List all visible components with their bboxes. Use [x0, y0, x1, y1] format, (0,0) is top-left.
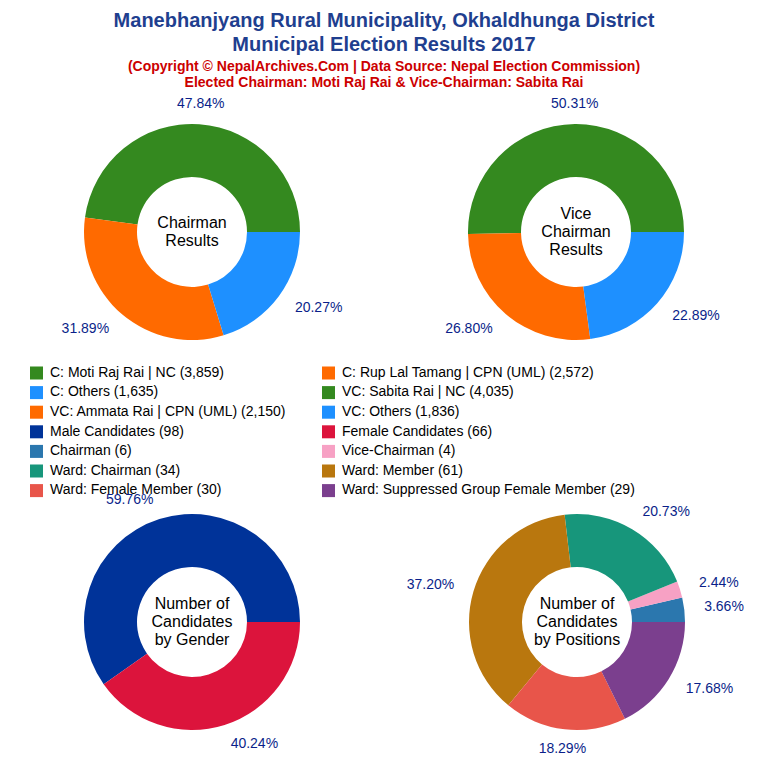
chart-title: Number ofCandidatesby Positions [534, 595, 620, 648]
legend-swatch [30, 484, 43, 497]
data-label: 18.29% [539, 740, 586, 756]
legend-label: Ward: Member (61) [342, 462, 463, 478]
data-label: 2.44% [699, 574, 739, 590]
data-label: 40.24% [231, 735, 278, 751]
legend-label: C: Moti Raj Rai | NC (3,859) [50, 364, 224, 380]
legend-label: Ward: Chairman (34) [50, 462, 180, 478]
legend-label: Ward: Female Member (30) [50, 481, 221, 497]
donut-chart: 59.76%40.24%Number ofCandidatesby Gender [84, 491, 300, 751]
legend-swatch [322, 445, 335, 458]
data-label: 20.27% [295, 299, 342, 315]
legend-swatch [30, 406, 43, 419]
title: Municipal Election Results 2017 [232, 33, 535, 55]
legend-label: Vice-Chairman (4) [342, 442, 455, 458]
donut-chart: 3.66% 2.44% 20.73% 37.20% 18.29% 17.68% Number… [407, 503, 744, 756]
chart-title: ViceChairmanResults [541, 205, 610, 258]
legend-label: VC: Others (1,836) [342, 403, 460, 419]
slices [468, 124, 684, 340]
legend-label: Ward: Suppressed Group Female Member (29… [342, 481, 635, 497]
slices [469, 514, 685, 730]
donut-chart: 47.84% 31.89% 20.27% ChairmanResults [62, 95, 343, 340]
legend-swatch [30, 445, 43, 458]
slice [104, 622, 300, 730]
data-label: 47.84% [177, 95, 224, 111]
chart-title: ChairmanResults [157, 214, 226, 249]
legend-label: Male Candidates (98) [50, 423, 184, 439]
data-label: 31.89% [62, 320, 109, 336]
data-label: 37.20% [407, 576, 454, 592]
data-label: 20.73% [642, 503, 689, 519]
legend-swatch [322, 367, 335, 380]
legend: C: Moti Raj Rai | NC (3,859) C: Rup Lal T… [30, 364, 635, 498]
legend-swatch [30, 425, 43, 438]
legend-swatch [322, 465, 335, 478]
legend-label: Chairman (6) [50, 442, 132, 458]
data-label: 17.68% [686, 680, 733, 696]
legend-swatch [30, 386, 43, 399]
legend-swatch [322, 406, 335, 419]
legend-swatch [30, 465, 43, 478]
legend-swatch [322, 425, 335, 438]
subtitle: Elected Chairman: Moti Raj Rai & Vice-Ch… [185, 74, 584, 90]
data-label: 26.80% [445, 320, 492, 336]
slice [85, 124, 300, 232]
slices [84, 124, 300, 340]
chart-canvas: Manebhanjyang Rural Municipality, Okhald… [0, 0, 768, 768]
slices [84, 514, 300, 730]
legend-label: VC: Sabita Rai | NC (4,035) [342, 383, 514, 399]
legend-label: Female Candidates (66) [342, 423, 492, 439]
data-label: 50.31% [551, 95, 598, 111]
data-label: 3.66% [704, 598, 744, 614]
legend-swatch [30, 367, 43, 380]
data-label: 22.89% [672, 307, 719, 323]
subtitle: (Copyright © NepalArchives.Com | Data So… [128, 58, 640, 74]
donut-chart: 50.31% 26.80% 22.89% ViceChairmanResults [445, 95, 720, 340]
legend-swatch [322, 484, 335, 497]
title: Manebhanjyang Rural Municipality, Okhald… [114, 9, 655, 31]
legend-label: C: Others (1,635) [50, 383, 158, 399]
slice [565, 514, 678, 601]
slice [468, 124, 684, 234]
legend-label: VC: Ammata Rai | CPN (UML) (2,150) [50, 403, 285, 419]
slice [208, 232, 300, 335]
legend-swatch [322, 386, 335, 399]
chart-title: Number ofCandidatesby Gender [152, 595, 233, 648]
legend-label: C: Rup Lal Tamang | CPN (UML) (2,572) [342, 364, 594, 380]
